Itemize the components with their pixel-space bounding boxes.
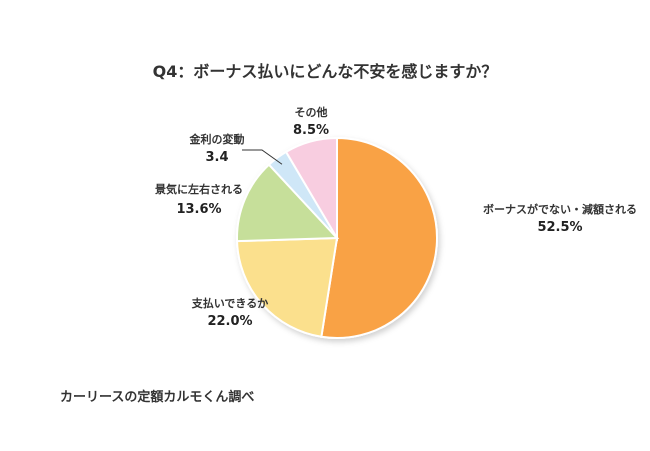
slice-label-interest-rate: 金利の変動 [189, 132, 245, 146]
slice-economy [236, 163, 340, 243]
slice-no-bonus [320, 136, 438, 339]
pie-labels: ボーナスがでない・減額される 52.5% 支払いできるか 22.0% 景気に左右される 1… [154, 105, 637, 329]
slice-value-interest-rate: 3.4 [205, 150, 228, 165]
pie-slices [236, 136, 438, 339]
slice-ability-to-pay [236, 236, 339, 338]
slice-value-other: 8.5% [293, 123, 329, 138]
slice-value-economy: 13.6% [176, 202, 221, 217]
chart-title: Q4：ボーナス払いにどんな不安を感じますか？ [152, 62, 498, 81]
slice-label-ability-to-pay: 支払いできるか [191, 296, 268, 310]
slice-label-other: その他 [295, 105, 328, 119]
slice-value-no-bonus: 52.5% [537, 220, 582, 235]
slice-label-no-bonus: ボーナスがでない・減額される [483, 202, 637, 216]
leader-line [242, 149, 283, 165]
source-note: カーリースの定額カルモくん調べ [60, 390, 255, 405]
slice-label-economy: 景気に左右される [154, 182, 243, 196]
slice-value-ability-to-pay: 22.0% [207, 314, 252, 329]
slice-other [284, 136, 338, 242]
